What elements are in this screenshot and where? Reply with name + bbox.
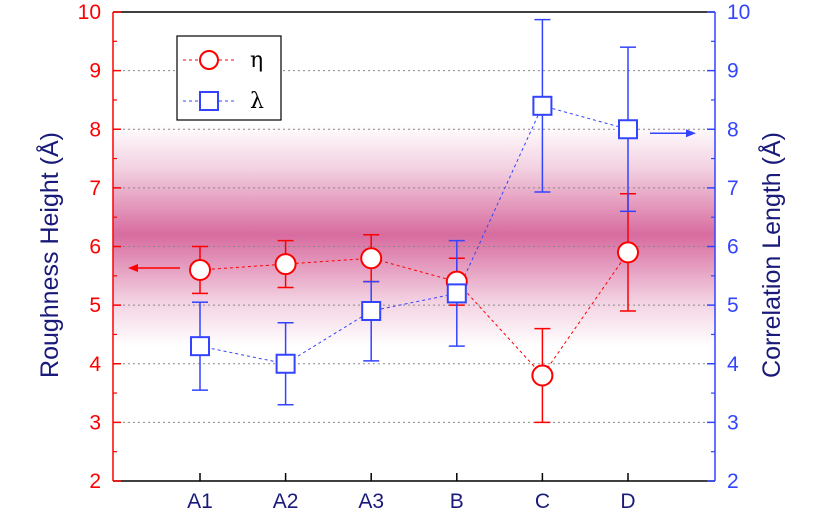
legend-eta-label: η	[250, 48, 263, 73]
y-right-tick-label: 10	[727, 1, 750, 24]
data-point-lambda	[618, 119, 638, 140]
x-tick-label: A1	[187, 490, 213, 513]
x-tick-label: C	[535, 490, 550, 513]
legend-box	[176, 35, 282, 121]
axis-ticks: 2 3 4 5 6 7 8 9 10 2 3 4 5 6 7 8 9 10 A1 A2 A3 B C D	[78, 1, 751, 513]
markers	[189, 95, 639, 387]
data-point-lambda	[190, 336, 210, 357]
legend-lambda-marker	[199, 91, 219, 111]
data-point-lambda	[275, 353, 296, 374]
y-left-tick-label: 10	[78, 1, 101, 24]
y-left-tick-label: 8	[89, 118, 101, 141]
x-tick-label: A3	[358, 490, 384, 513]
series-line-lambda	[199, 105, 629, 365]
y-right-tick-label: 2	[727, 470, 739, 493]
data-point-eta	[360, 247, 383, 270]
y-right-tick-label: 7	[727, 177, 739, 200]
y-left-tick-label: 7	[89, 177, 101, 200]
series-lines	[199, 105, 629, 377]
legend-lambda-label: λ	[250, 89, 264, 114]
y-left-tick-label: 2	[89, 470, 101, 493]
y-right-tick-label: 6	[727, 236, 739, 259]
y-left-tick-label: 9	[89, 60, 101, 83]
x-tick-label: B	[450, 490, 464, 513]
shaded-band	[113, 123, 715, 347]
data-point-lambda	[446, 283, 467, 304]
arrow-left-head	[128, 263, 138, 272]
y-right-tick-label: 3	[727, 411, 739, 434]
y-left-tick-label: 5	[89, 294, 101, 317]
y-left-tick-label: 6	[89, 236, 101, 259]
legend: η λ	[176, 35, 282, 121]
y-right-tick-label: 9	[727, 60, 739, 83]
data-point-eta	[189, 258, 211, 281]
y-right-tick-label: 5	[727, 294, 739, 317]
data-point-lambda	[361, 300, 382, 321]
data-point-eta	[531, 364, 554, 387]
y-axis-right-title: Correlation Length (Å)	[756, 132, 786, 378]
y-left-tick-label: 3	[89, 411, 101, 434]
x-tick-label: A2	[273, 490, 299, 513]
x-tick-label: D	[620, 490, 635, 513]
axis-arrows	[128, 129, 696, 272]
y-left-tick-label: 4	[89, 353, 101, 376]
data-point-eta	[274, 253, 297, 276]
y-right-tick-label: 4	[727, 353, 739, 376]
y-axis-left-title: Roughness Height (Å)	[34, 132, 64, 378]
data-point-lambda	[532, 95, 553, 116]
data-point-eta	[617, 241, 639, 264]
legend-eta-marker	[199, 50, 219, 70]
y-right-tick-label: 8	[727, 118, 739, 141]
arrow-right-head	[686, 129, 696, 138]
